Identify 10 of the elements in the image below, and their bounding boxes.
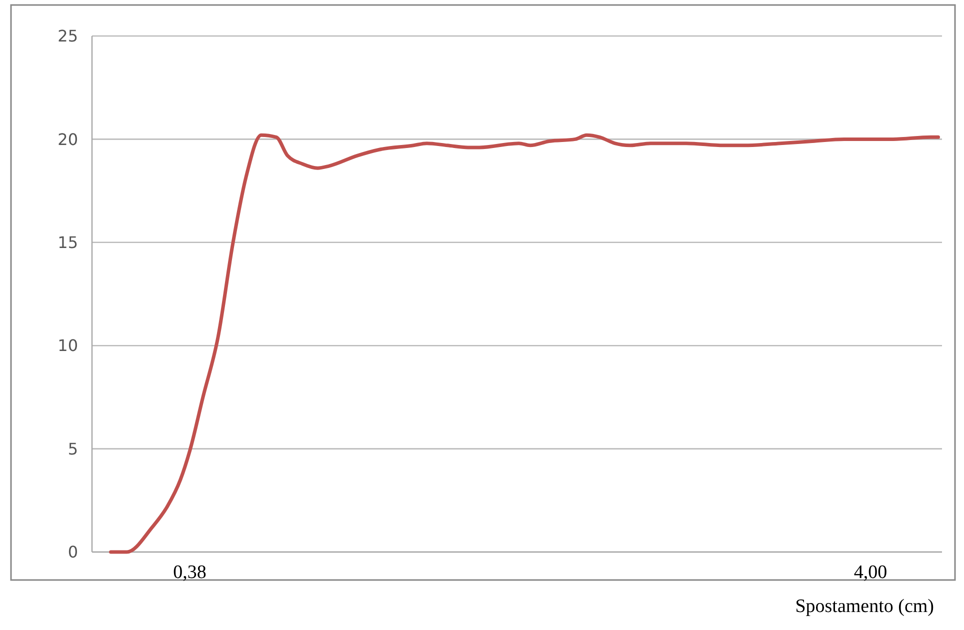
y-tick-label: 15 <box>58 233 78 252</box>
y-tick-label: 10 <box>58 336 78 356</box>
x-tick-label: 4,00 <box>854 562 888 583</box>
x-axis-title: Spostamento (cm) <box>795 596 934 617</box>
x-tick-label: 0,38 <box>173 562 206 583</box>
y-tick-label: 25 <box>58 26 78 46</box>
y-tick-label: 0 <box>68 542 78 562</box>
y-tick-label: 20 <box>58 130 78 149</box>
line-series <box>109 133 940 554</box>
y-tick-label: 5 <box>68 439 78 458</box>
